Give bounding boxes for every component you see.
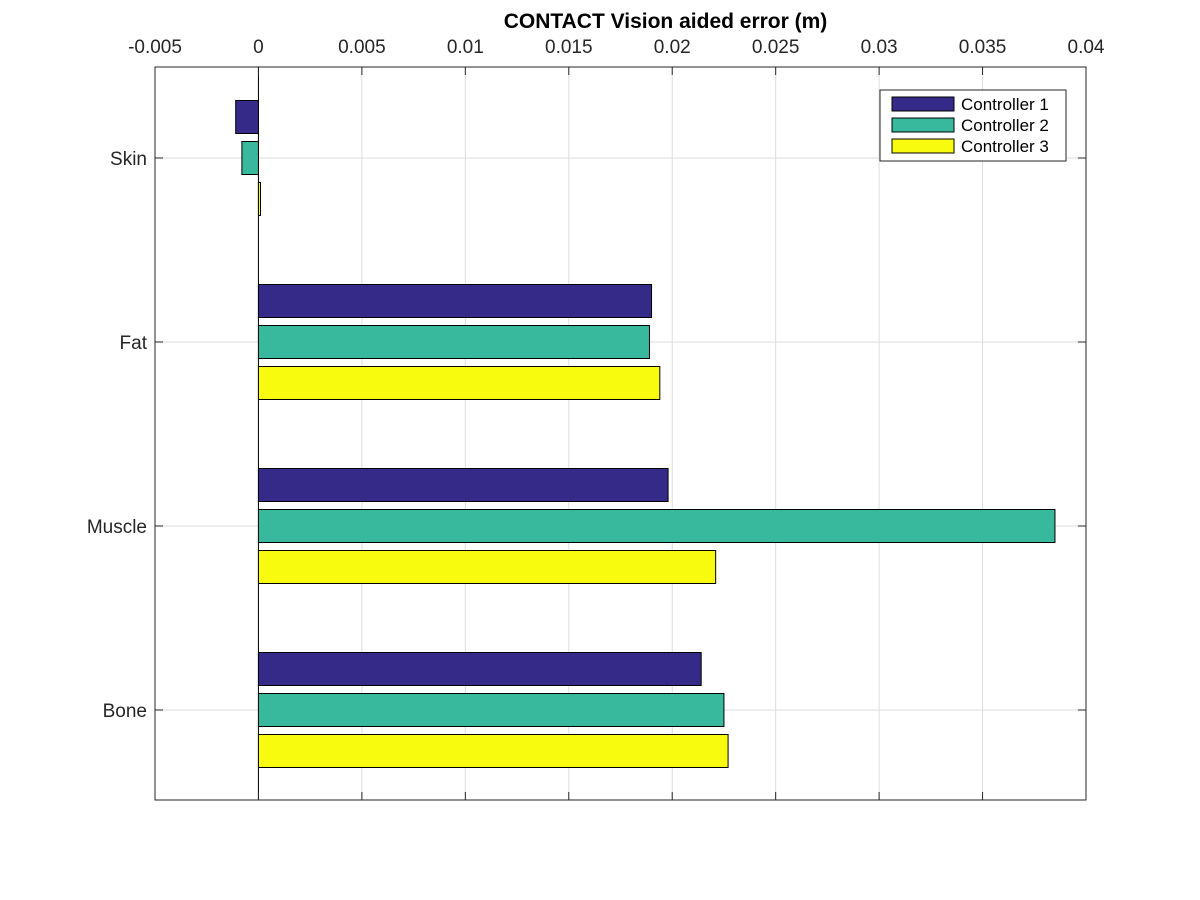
bar-controller-1-muscle	[257, 468, 669, 502]
ticks: -0.005 0 0.005 0.01 0.015 0.02 0.025 0.03 0.035 0…	[87, 37, 1105, 800]
y-category-label: Bone	[103, 701, 147, 722]
y-category-label: Muscle	[87, 517, 147, 538]
bar-controller-3-skin	[257, 182, 262, 216]
legend: Controller 1 Controller 2 Controller 3	[879, 89, 1067, 162]
legend-label: Controller 1	[961, 95, 1049, 114]
x-tick-label: 0.02	[654, 37, 691, 58]
bar-controller-1-skin	[235, 100, 259, 134]
x-tick-label: 0.035	[959, 37, 1007, 58]
legend-swatch	[891, 117, 955, 133]
legend-swatch	[891, 138, 955, 154]
x-tick-label: 0	[253, 37, 264, 58]
plot-area-border	[154, 66, 1087, 801]
y-category-label: Skin	[110, 149, 147, 170]
x-tick-label: 0.005	[338, 37, 386, 58]
bar-controller-3-bone	[257, 734, 729, 768]
legend-label: Controller 2	[961, 116, 1049, 135]
bar-controller-2-fat	[257, 325, 650, 359]
bar-controller-3-fat	[257, 366, 661, 400]
legend-swatch	[891, 96, 955, 112]
bar-controller-2-bone	[257, 693, 725, 727]
x-tick-label: 0.025	[752, 37, 800, 58]
legend-label: Controller 3	[961, 137, 1049, 156]
x-tick-label: 0.04	[1068, 37, 1105, 58]
x-tick-label: 0.03	[861, 37, 898, 58]
bar-controller-1-fat	[257, 284, 653, 318]
bar-controller-2-skin	[241, 141, 259, 175]
y-category-label: Fat	[120, 333, 148, 354]
x-tick-label: 0.01	[447, 37, 484, 58]
x-tick-label: 0.015	[545, 37, 593, 58]
x-tick-label: -0.005	[128, 37, 182, 58]
bar-controller-1-bone	[257, 652, 702, 686]
bar-controller-2-muscle	[257, 509, 1056, 543]
bars	[235, 100, 1056, 768]
bar-controller-3-muscle	[257, 550, 717, 584]
chart-title: CONTACT Vision aided error (m)	[504, 10, 828, 33]
